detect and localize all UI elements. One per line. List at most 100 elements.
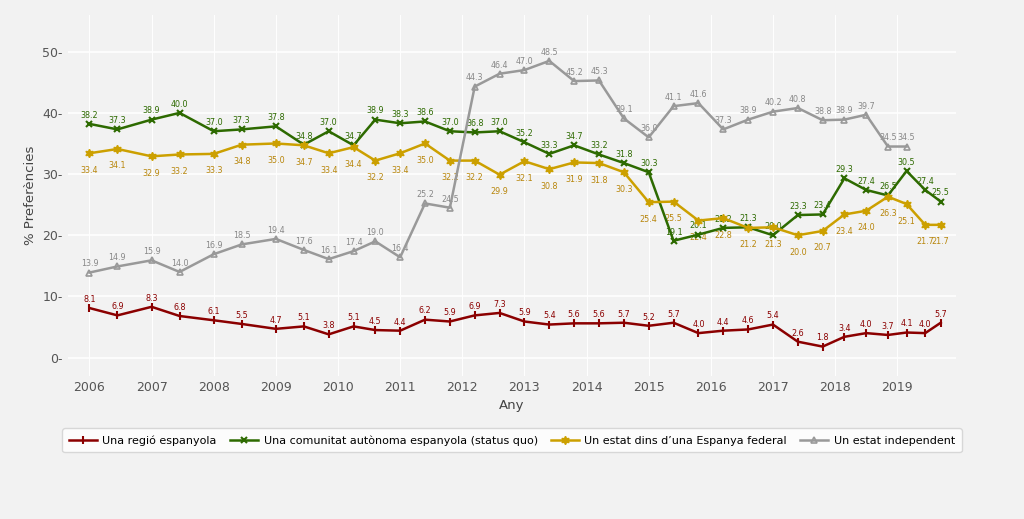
Text: 34.4: 34.4 [345, 160, 362, 169]
Legend: Una regió espanyola, Una comunitat autònoma espanyola (status quo), Un estat din: Una regió espanyola, Una comunitat autòn… [62, 428, 962, 452]
Text: 4.0: 4.0 [860, 320, 872, 329]
Text: 35.2: 35.2 [515, 129, 534, 138]
Text: 6.8: 6.8 [173, 303, 185, 312]
Text: 33.3: 33.3 [205, 167, 222, 175]
Text: 39.7: 39.7 [857, 102, 876, 111]
Text: 25.4: 25.4 [640, 215, 657, 224]
Text: 1.8: 1.8 [816, 333, 829, 343]
Text: 37.0: 37.0 [441, 118, 459, 127]
Text: 37.0: 37.0 [490, 118, 508, 127]
Text: 15.9: 15.9 [142, 247, 161, 256]
Text: 31.9: 31.9 [565, 175, 583, 184]
Text: 34.1: 34.1 [109, 161, 126, 170]
Text: 5.5: 5.5 [236, 311, 248, 320]
Text: 37.0: 37.0 [205, 118, 222, 127]
Text: 20.0: 20.0 [790, 248, 807, 257]
Text: 37.0: 37.0 [319, 118, 338, 127]
Text: 23.3: 23.3 [790, 202, 807, 211]
Text: 4.4: 4.4 [394, 318, 407, 326]
Text: 38.3: 38.3 [391, 110, 409, 119]
Text: 5.6: 5.6 [593, 310, 605, 319]
Text: 4.0: 4.0 [692, 320, 705, 329]
Text: 13.9: 13.9 [81, 260, 98, 268]
Text: 4.1: 4.1 [900, 319, 912, 329]
Text: 3.4: 3.4 [839, 324, 851, 333]
Text: 21.7: 21.7 [932, 237, 949, 247]
Text: 29.9: 29.9 [490, 187, 509, 196]
Text: 21.3: 21.3 [739, 214, 757, 223]
Text: 4.5: 4.5 [369, 317, 382, 326]
Text: 27.4: 27.4 [916, 177, 934, 186]
Text: 5.9: 5.9 [443, 308, 457, 317]
Text: 27.4: 27.4 [857, 177, 876, 186]
Text: 41.6: 41.6 [689, 90, 708, 99]
Text: 30.8: 30.8 [541, 182, 558, 190]
Text: 5.6: 5.6 [568, 310, 581, 319]
Text: 3.7: 3.7 [882, 322, 894, 331]
Text: 32.2: 32.2 [466, 173, 483, 182]
Text: 35.0: 35.0 [416, 156, 434, 165]
Text: 21.2: 21.2 [739, 240, 757, 250]
Text: 36.0: 36.0 [640, 124, 657, 133]
Text: 21.7: 21.7 [916, 237, 934, 247]
Text: 37.8: 37.8 [267, 113, 285, 122]
Text: 20.7: 20.7 [814, 243, 831, 252]
Text: 2.6: 2.6 [792, 329, 804, 337]
Text: 6.1: 6.1 [208, 307, 220, 316]
Text: 38.9: 38.9 [739, 106, 757, 115]
Text: 30.5: 30.5 [898, 158, 915, 167]
Text: 19.1: 19.1 [665, 227, 682, 237]
Text: 34.7: 34.7 [345, 132, 362, 141]
Text: 5.9: 5.9 [518, 308, 530, 317]
Text: 29.3: 29.3 [836, 165, 853, 174]
Text: 5.7: 5.7 [668, 309, 680, 319]
Text: 17.6: 17.6 [295, 237, 312, 246]
Text: 21.3: 21.3 [764, 240, 781, 249]
Text: 26.5: 26.5 [879, 182, 897, 192]
Text: 38.9: 38.9 [142, 106, 161, 115]
Text: 5.7: 5.7 [617, 309, 630, 319]
Text: 25.2: 25.2 [416, 190, 434, 199]
Text: 31.8: 31.8 [590, 175, 607, 185]
Text: 6.9: 6.9 [112, 302, 124, 311]
Text: 32.2: 32.2 [441, 173, 459, 182]
Text: 16.9: 16.9 [205, 241, 222, 250]
Text: 33.2: 33.2 [171, 167, 188, 176]
Text: 38.8: 38.8 [814, 107, 831, 116]
Text: 4.0: 4.0 [919, 320, 932, 329]
X-axis label: Any: Any [500, 399, 524, 413]
Text: 14.9: 14.9 [109, 253, 126, 262]
Text: 4.7: 4.7 [269, 316, 283, 325]
Text: 22.8: 22.8 [715, 230, 732, 240]
Text: 33.3: 33.3 [541, 141, 558, 149]
Text: 45.3: 45.3 [590, 67, 608, 76]
Text: 5.4: 5.4 [767, 311, 779, 320]
Text: 22.4: 22.4 [689, 233, 708, 242]
Text: 38.9: 38.9 [836, 106, 853, 115]
Text: 7.3: 7.3 [494, 300, 506, 309]
Text: 19.0: 19.0 [367, 228, 384, 237]
Text: 5.1: 5.1 [347, 313, 359, 322]
Text: 34.5: 34.5 [880, 133, 897, 142]
Text: 34.8: 34.8 [232, 157, 251, 166]
Text: 5.2: 5.2 [642, 312, 655, 322]
Text: 40.2: 40.2 [764, 99, 781, 107]
Text: 5.4: 5.4 [543, 311, 556, 320]
Text: 47.0: 47.0 [516, 57, 534, 66]
Text: 19.4: 19.4 [267, 226, 285, 235]
Text: 36.8: 36.8 [466, 119, 483, 128]
Text: 32.2: 32.2 [367, 173, 384, 182]
Text: 25.5: 25.5 [932, 188, 949, 197]
Text: 33.4: 33.4 [391, 166, 409, 175]
Text: 32.9: 32.9 [142, 169, 161, 178]
Text: 24.5: 24.5 [441, 195, 459, 203]
Text: 20.1: 20.1 [689, 222, 708, 230]
Text: 39.1: 39.1 [615, 105, 633, 114]
Text: 30.3: 30.3 [615, 185, 633, 194]
Text: 17.4: 17.4 [345, 238, 362, 247]
Text: 40.8: 40.8 [790, 95, 807, 104]
Text: 34.7: 34.7 [565, 132, 583, 141]
Text: 23.4: 23.4 [836, 227, 853, 236]
Text: 20.0: 20.0 [764, 222, 781, 231]
Text: 33.4: 33.4 [319, 166, 338, 175]
